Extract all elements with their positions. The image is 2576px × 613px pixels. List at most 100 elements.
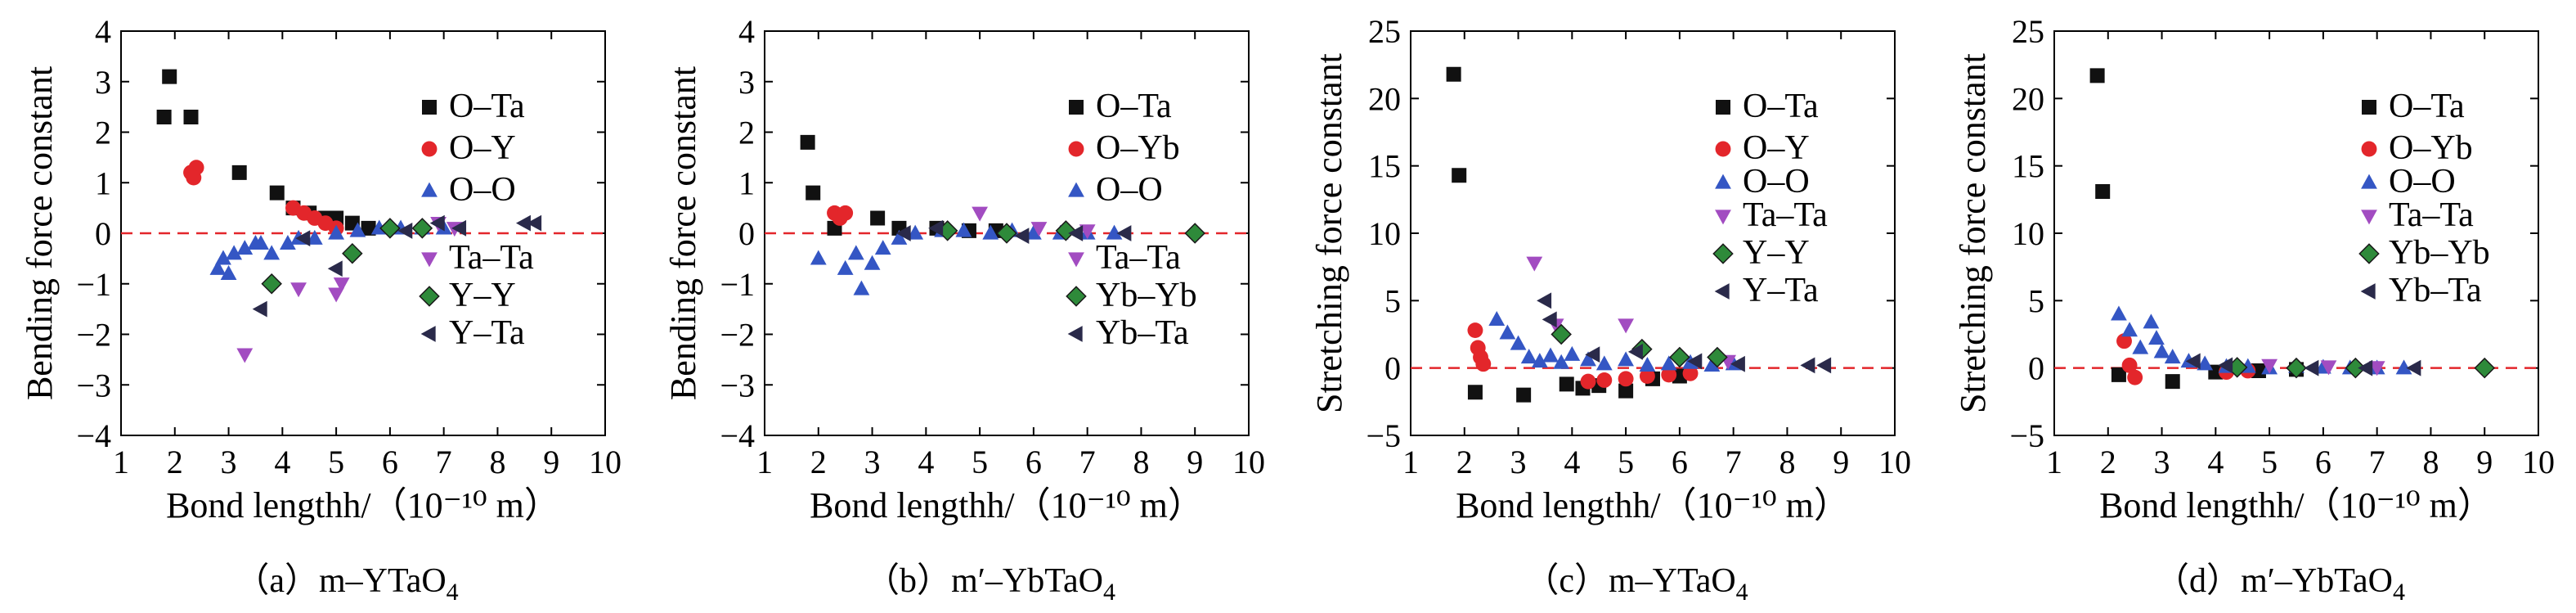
data-point <box>1030 222 1048 237</box>
x-tick-label: 10 <box>589 444 622 480</box>
x-tick-label: 9 <box>1833 444 1849 480</box>
data-point <box>1467 322 1483 339</box>
data-point <box>806 185 821 201</box>
y-tick-label: 10 <box>1368 215 1401 252</box>
data-point <box>1516 387 1532 403</box>
data-point <box>2111 305 2127 321</box>
data-point <box>1184 223 1205 244</box>
data-point <box>186 169 202 186</box>
x-tick-label: 8 <box>489 444 505 480</box>
legend-label: O–Ta <box>2389 88 2465 125</box>
data-point <box>1116 225 1132 241</box>
y-tick-label: 4 <box>738 13 755 50</box>
data-point <box>231 165 247 180</box>
data-point <box>2197 355 2214 371</box>
data-point <box>379 218 401 239</box>
legend-label: Yb–Yb <box>2389 234 2490 272</box>
data-point <box>1467 385 1483 400</box>
series-o-o <box>1488 311 1742 372</box>
data-point <box>864 255 881 270</box>
y-tick-label: −3 <box>720 367 755 403</box>
caption-subscript: 4 <box>2393 579 2405 606</box>
data-point <box>2116 333 2132 349</box>
x-tick-label: 9 <box>2476 444 2493 480</box>
data-point <box>2132 339 2149 354</box>
x-tick-label: 9 <box>543 444 559 480</box>
data-point <box>1499 324 1516 340</box>
data-point <box>907 224 924 240</box>
series-y-y <box>261 218 433 295</box>
data-point <box>2164 349 2181 364</box>
legend-marker <box>2362 100 2376 115</box>
legend-label: Y–Ta <box>449 314 525 352</box>
y-tick-label: −1 <box>76 266 111 303</box>
legend-label: Ta–Ta <box>449 239 534 277</box>
data-point <box>215 250 231 265</box>
legend-label: O–Y <box>1743 129 1810 167</box>
data-point <box>996 223 1017 244</box>
data-point <box>2121 357 2138 373</box>
data-point <box>2406 359 2421 376</box>
legend-label: O–Y <box>449 129 516 167</box>
caption-prefix: （a） <box>235 562 319 600</box>
data-point <box>1531 353 1548 368</box>
legend-label: O–O <box>1096 171 1163 209</box>
legend-marker <box>1714 283 1730 300</box>
x-tick-label: 10 <box>1232 444 1265 480</box>
data-point <box>1618 371 1634 387</box>
data-point <box>1730 355 1745 372</box>
x-tick-label: 7 <box>1726 444 1742 480</box>
y-tick-label: 20 <box>1368 80 1401 117</box>
y-tick-label: −4 <box>76 417 111 454</box>
caption-subscript: 4 <box>447 579 459 606</box>
x-tick-label: 3 <box>2154 444 2170 480</box>
data-point <box>895 225 911 241</box>
data-point <box>1488 311 1506 327</box>
data-point <box>1682 365 1699 381</box>
series-y-ta <box>1537 292 1832 374</box>
data-point <box>226 245 243 260</box>
panel-caption: （a）m–YTaO4 <box>235 562 458 606</box>
data-point <box>327 260 343 277</box>
data-point <box>342 242 363 264</box>
caption-material: m–YTaO <box>319 562 447 600</box>
y-tick-label: 0 <box>95 215 111 252</box>
legend-label: Yb–Ta <box>2389 272 2482 309</box>
legend-marker <box>2361 141 2377 157</box>
data-point <box>252 300 267 318</box>
y-tick-label: 1 <box>95 165 111 201</box>
legend-label: Yb–Yb <box>1096 277 1197 314</box>
data-point <box>1068 225 1084 241</box>
data-point <box>1707 346 1728 368</box>
x-tick-label: 5 <box>328 444 344 480</box>
x-tick-label: 6 <box>1025 444 1042 480</box>
data-point <box>328 287 345 303</box>
series-o-ta <box>156 69 376 236</box>
x-tick-label: 8 <box>2422 444 2439 480</box>
x-tick-label: 8 <box>1779 444 1795 480</box>
legend-marker <box>1712 243 1734 264</box>
data-point <box>1661 367 1677 383</box>
legend-marker <box>422 100 437 115</box>
y-axis-title: Bending force constant <box>663 66 703 400</box>
data-point <box>1551 323 1572 345</box>
x-tick-label: 2 <box>1456 444 1473 480</box>
x-tick-label: 3 <box>864 444 881 480</box>
data-point <box>1559 376 1574 392</box>
x-tick-label: 6 <box>1672 444 1688 480</box>
data-point <box>2368 361 2385 376</box>
data-point <box>361 220 376 236</box>
chart-panel-d: 1 2 3 4 5 6 7 8 9 10 25 20 15 10 5 0 −5 Bond lengthh/（10⁻… <box>1953 13 2555 606</box>
data-point <box>263 245 280 260</box>
legend-marker <box>421 252 438 268</box>
x-tick-label: 4 <box>1564 444 1580 480</box>
data-point <box>1800 357 1815 374</box>
x-tick-label: 1 <box>113 444 129 480</box>
y-tick-label: 0 <box>1384 350 1401 387</box>
data-point <box>2127 369 2143 385</box>
data-point <box>1537 292 1552 309</box>
series-yb-ta <box>2185 353 2421 376</box>
data-point <box>1618 383 1634 399</box>
x-tick-label: 4 <box>2207 444 2224 480</box>
